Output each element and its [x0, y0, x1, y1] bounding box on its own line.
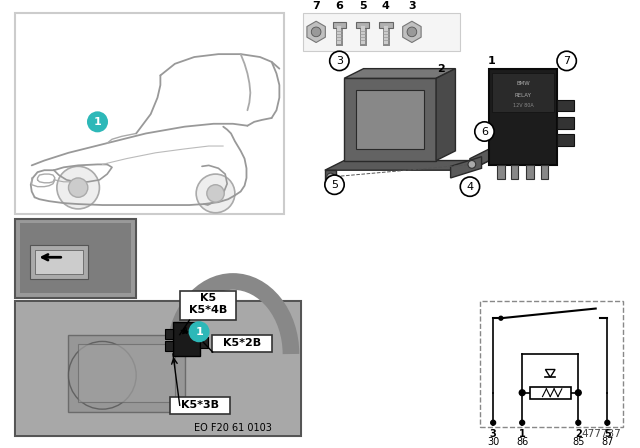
Circle shape: [207, 185, 224, 202]
Bar: [170, 396, 230, 414]
Circle shape: [325, 175, 344, 194]
Circle shape: [468, 160, 476, 168]
Text: 5: 5: [604, 428, 611, 439]
Text: K5*3B: K5*3B: [181, 400, 219, 410]
Bar: [165, 329, 173, 339]
Bar: [30, 245, 88, 279]
Circle shape: [475, 122, 494, 141]
Bar: [557, 99, 575, 111]
Circle shape: [460, 177, 479, 196]
Text: 5: 5: [331, 180, 338, 190]
Text: 6: 6: [481, 126, 488, 137]
Text: 4: 4: [382, 0, 390, 11]
Bar: [526, 165, 534, 179]
Circle shape: [327, 173, 335, 181]
Text: K5*2B: K5*2B: [223, 338, 260, 349]
Bar: [35, 250, 83, 274]
Polygon shape: [403, 21, 421, 43]
Text: 477737: 477737: [581, 428, 621, 439]
Polygon shape: [307, 21, 325, 43]
Circle shape: [575, 390, 581, 396]
Text: 1: 1: [195, 327, 203, 337]
Circle shape: [311, 27, 321, 37]
Bar: [356, 90, 424, 149]
Circle shape: [520, 420, 525, 425]
Text: K5*4B: K5*4B: [189, 306, 227, 315]
Circle shape: [557, 51, 577, 71]
Text: 2: 2: [575, 428, 582, 439]
Circle shape: [68, 178, 88, 197]
Text: 5: 5: [359, 0, 366, 11]
Polygon shape: [545, 370, 555, 377]
Text: 1: 1: [519, 428, 525, 439]
Bar: [20, 224, 131, 293]
Polygon shape: [325, 170, 337, 182]
Polygon shape: [325, 160, 490, 170]
Circle shape: [189, 322, 209, 341]
Bar: [511, 165, 518, 179]
Polygon shape: [470, 149, 490, 170]
Circle shape: [407, 27, 417, 37]
Polygon shape: [344, 78, 436, 160]
Bar: [180, 291, 236, 320]
Text: 6: 6: [335, 0, 343, 11]
Circle shape: [519, 390, 525, 396]
Text: BMW: BMW: [516, 81, 530, 86]
Bar: [78, 345, 175, 402]
Bar: [479, 301, 623, 426]
Circle shape: [57, 166, 99, 209]
Polygon shape: [436, 69, 456, 160]
Bar: [200, 336, 208, 348]
Polygon shape: [333, 22, 346, 28]
Bar: [68, 335, 184, 412]
Bar: [16, 302, 300, 435]
Text: 3: 3: [336, 56, 343, 66]
Text: EO F20 61 0103: EO F20 61 0103: [194, 423, 272, 433]
Bar: [15, 13, 284, 214]
Polygon shape: [451, 157, 481, 178]
Circle shape: [196, 174, 235, 213]
Text: K5: K5: [200, 293, 216, 303]
Bar: [492, 73, 554, 112]
Circle shape: [68, 341, 136, 409]
Text: RELAY: RELAY: [515, 93, 532, 98]
Text: 1: 1: [93, 117, 101, 127]
Bar: [165, 341, 173, 351]
Bar: [541, 165, 548, 179]
Bar: [490, 69, 557, 165]
Bar: [212, 335, 271, 352]
Bar: [303, 13, 460, 51]
Text: 4: 4: [467, 181, 474, 192]
Text: 3: 3: [408, 0, 416, 11]
Circle shape: [605, 420, 610, 425]
Polygon shape: [356, 22, 369, 28]
Bar: [557, 117, 575, 129]
Text: 85: 85: [572, 437, 584, 447]
Polygon shape: [344, 69, 456, 78]
Bar: [15, 301, 301, 436]
Circle shape: [330, 51, 349, 71]
Text: 1: 1: [487, 56, 495, 66]
Circle shape: [491, 420, 495, 425]
Text: 12V 80A: 12V 80A: [513, 103, 534, 108]
Bar: [15, 219, 136, 298]
Text: 7: 7: [563, 56, 570, 66]
Text: 87: 87: [601, 437, 614, 447]
Bar: [557, 134, 575, 146]
Circle shape: [88, 112, 107, 132]
Bar: [173, 322, 200, 356]
Bar: [497, 165, 505, 179]
Bar: [530, 387, 570, 399]
Circle shape: [499, 316, 503, 320]
Text: 86: 86: [516, 437, 528, 447]
Text: 30: 30: [487, 437, 499, 447]
Circle shape: [576, 420, 580, 425]
Text: 3: 3: [490, 428, 497, 439]
Polygon shape: [379, 22, 392, 28]
Text: 7: 7: [312, 0, 320, 11]
Text: 2: 2: [437, 64, 445, 73]
